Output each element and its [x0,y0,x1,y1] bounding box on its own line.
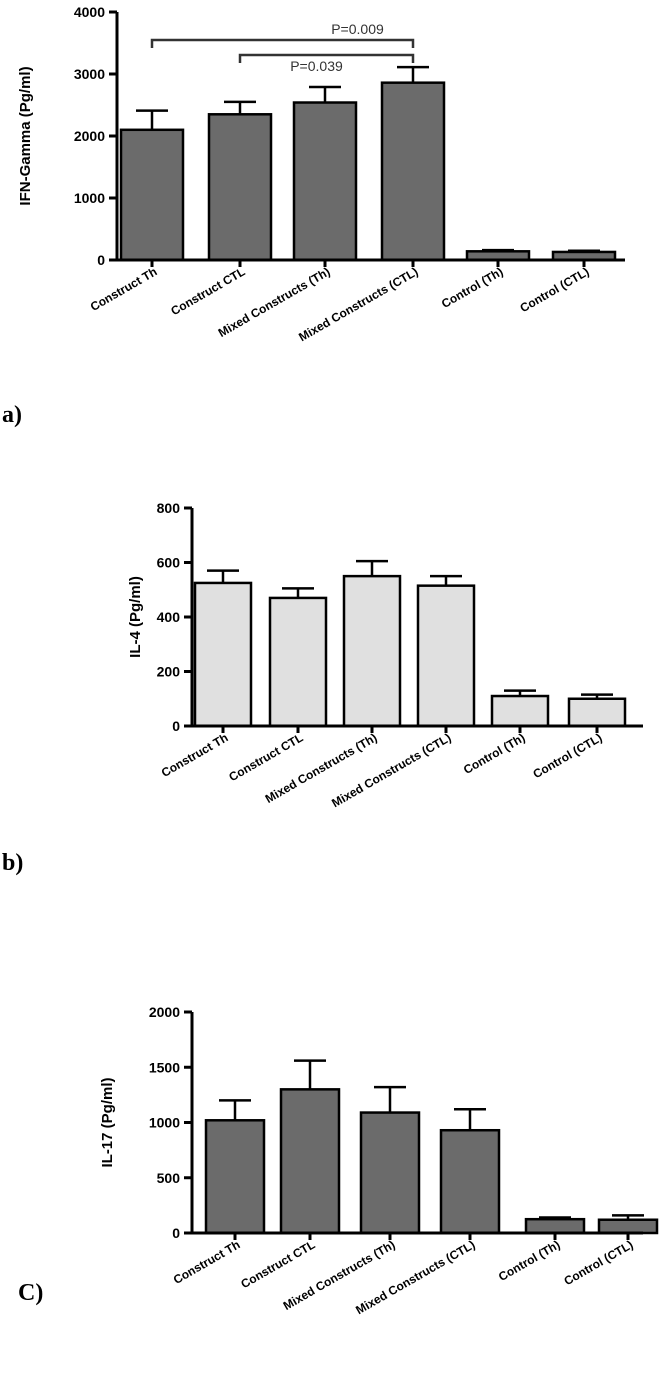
y-tick-label: 800 [157,500,181,516]
bar-4 [439,1128,501,1235]
y-axis-label: IL-17 (Pg/ml) [99,1077,116,1167]
bar-3 [292,101,358,262]
bar-2 [279,1088,341,1235]
y-tick-label: 4000 [74,4,105,20]
significance-label: P=0.039 [290,58,343,74]
bar-1 [193,581,253,728]
bar-5 [524,1217,586,1235]
y-axis-label: IFN-Gamma (Pg/ml) [17,66,34,205]
panel-label: C) [18,1280,43,1306]
y-tick-label: 0 [97,252,105,268]
y-tick-label: 1000 [74,190,105,206]
chart-panel-1: 0 1000 2000 3000 4000 Construct Th Construct C… [2,4,625,428]
x-tick-label: Construct Th [171,1237,243,1286]
x-tick-label: Control (Th) [461,730,527,776]
significance-label: P=0.009 [331,21,384,37]
significance-bracket [238,53,415,63]
bar-5 [490,694,550,728]
y-tick-label: 0 [172,718,180,734]
x-tick-label: Control (Th) [439,264,505,310]
panel-label: a) [2,402,22,428]
y-tick-label: 200 [157,664,181,680]
y-axis-label: IL-4 (Pg/ml) [127,576,144,658]
y-tick-label: 500 [157,1170,181,1186]
y-tick-label: 2000 [149,1004,180,1020]
y-tick-label: 3000 [74,66,105,82]
x-tick-label: Construct Th [159,730,231,779]
x-tick-label: Construct Th [88,264,160,313]
y-tick-label: 600 [157,555,181,571]
x-tick-label: Construct CTL [168,264,247,318]
y-tick-label: 0 [172,1225,180,1241]
y-tick-label: 2000 [74,128,105,144]
bar-1 [204,1119,266,1235]
significance-bracket [150,38,415,48]
x-tick-label: Control (CTL) [531,730,605,781]
y-tick-label: 1000 [149,1115,180,1131]
y-tick-label: 400 [157,609,181,625]
bar-6 [597,1218,659,1235]
panel-label: b) [2,850,23,876]
bar-4 [380,81,446,262]
x-tick-label: Construct CTL [238,1237,317,1291]
bar-2 [268,596,328,728]
bar-1 [119,128,185,262]
bar-3 [359,1111,421,1235]
bar-3 [342,574,402,728]
x-tick-label: Mixed Constructs (CTL) [329,730,453,810]
x-tick-label: Control (CTL) [518,264,592,315]
y-tick-label: 1500 [149,1059,180,1075]
x-tick-label: Control (Th) [496,1237,562,1283]
bar-4 [416,584,476,728]
x-tick-label: Control (CTL) [562,1237,636,1288]
bar-2 [207,113,273,262]
bar-6 [567,697,627,728]
